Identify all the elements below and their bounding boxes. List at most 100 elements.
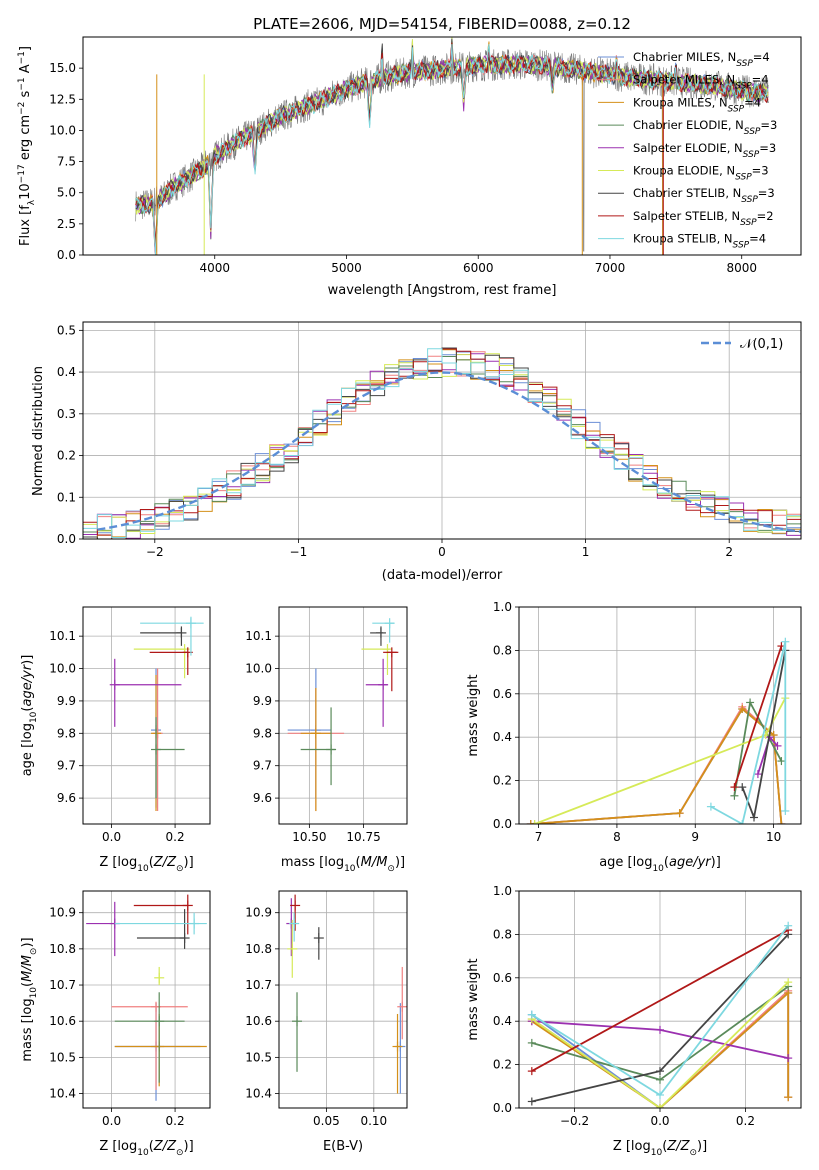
tick-label-y: 10.0 bbox=[245, 662, 272, 676]
panel-residuals: −2 −1 0 1 2 0.0 0.1 0.2 0.3 0.4 0.5 bbox=[57, 321, 802, 559]
tick-label-x: 0 bbox=[438, 545, 446, 559]
tick-label-x: 8000 bbox=[726, 261, 757, 275]
tick-label-y: 0.2 bbox=[493, 1058, 512, 1072]
x-axis-label: age [log10(age/yr)] bbox=[599, 855, 721, 874]
weight-series bbox=[531, 981, 789, 1108]
tick-label-y: 10.7 bbox=[245, 978, 272, 992]
histogram-series bbox=[83, 353, 801, 534]
tick-label-x: −2 bbox=[146, 545, 164, 559]
tick-label-y: 0.4 bbox=[57, 365, 76, 379]
tick-label-y: 0.0 bbox=[57, 248, 76, 262]
tick-label-y: 7.5 bbox=[57, 155, 76, 169]
axes-frame bbox=[82, 890, 211, 1109]
panel-age_vs_mass: 10.50 10.75 9.6 9.7 9.8 9.9 10.0 10.1 bbox=[245, 606, 408, 844]
plot-area bbox=[135, 37, 769, 255]
tick-label-x: 0.0 bbox=[650, 1114, 669, 1128]
plot-area bbox=[83, 347, 801, 539]
tick-label-x: 6000 bbox=[463, 261, 494, 275]
tick-label-y: 0.2 bbox=[57, 449, 76, 463]
tick-label-y: 2.5 bbox=[57, 217, 76, 231]
x-axis-label: E(B-V) bbox=[323, 1139, 363, 1154]
legend-entry: Chabrier ELODIE, NSSP=3 bbox=[633, 118, 777, 137]
axes-frame bbox=[278, 606, 408, 825]
tick-label-x: 0.2 bbox=[166, 830, 185, 844]
plot-area bbox=[287, 618, 399, 812]
weight-series bbox=[530, 707, 783, 824]
weight-series bbox=[530, 707, 783, 824]
axes-frame bbox=[518, 890, 802, 1109]
axes-frame bbox=[82, 606, 211, 825]
legend-entry: Kroupa MILES, NSSP=4 bbox=[633, 95, 761, 114]
tick-label-y: 1.0 bbox=[493, 884, 512, 898]
legend-entry: Kroupa STELIB, NSSP=4 bbox=[633, 232, 766, 251]
legend-entry: Salpeter MILES, NSSP=4 bbox=[633, 73, 769, 92]
tick-label-y: 10.9 bbox=[245, 906, 272, 920]
tick-label-y: 12.5 bbox=[49, 92, 76, 106]
tick-label-y: 1.0 bbox=[493, 600, 512, 614]
tick-label-y: 10.7 bbox=[49, 978, 76, 992]
legend-entry: Chabrier STELIB, NSSP=3 bbox=[633, 186, 775, 205]
tick-label-x: 0.2 bbox=[166, 1114, 185, 1128]
panel-weight_vs_age: 7 8 9 10 0.0 0.2 0.4 0.6 0.8 1.0 bbox=[493, 600, 802, 844]
histogram-series bbox=[83, 348, 801, 538]
tick-label-y: 9.6 bbox=[57, 791, 76, 805]
x-axis-label: wavelength [Angstrom, rest frame] bbox=[328, 283, 557, 298]
tick-label-y: 0.6 bbox=[493, 687, 512, 701]
tick-label-y: 9.9 bbox=[57, 694, 76, 708]
legend-entry-gauss: 𝒩(0,1) bbox=[740, 337, 783, 352]
weight-series bbox=[531, 929, 789, 1072]
tick-label-y: 9.7 bbox=[253, 759, 272, 773]
legend-entry: Chabrier MILES, NSSP=4 bbox=[633, 50, 770, 69]
x-axis-label: Z [log10(Z/Z⊙)] bbox=[99, 855, 193, 874]
tick-label-x: 4000 bbox=[199, 261, 230, 275]
tick-label-x: 10.50 bbox=[292, 830, 326, 844]
tick-label-y: 0.2 bbox=[493, 774, 512, 788]
tick-label-y: 10.8 bbox=[245, 942, 272, 956]
weight-series bbox=[530, 705, 783, 824]
plot-area bbox=[526, 637, 790, 824]
x-axis-label: (data-model)/error bbox=[382, 568, 503, 583]
tick-label-y: 15.0 bbox=[49, 61, 76, 75]
tick-label-y: 0.0 bbox=[57, 532, 76, 546]
gaussian-curve bbox=[97, 371, 801, 533]
y-axis-label: Normed distribution bbox=[31, 366, 46, 496]
axes-frame bbox=[278, 890, 408, 1109]
tick-label-x: 0.0 bbox=[102, 830, 121, 844]
tick-label-x: 2 bbox=[725, 545, 733, 559]
plot-area bbox=[109, 616, 204, 812]
tick-label-y: 9.6 bbox=[253, 791, 272, 805]
tick-label-y: 10.6 bbox=[49, 1014, 76, 1028]
plot-area bbox=[86, 894, 207, 1101]
weight-series bbox=[733, 645, 783, 788]
tick-label-y: 5.0 bbox=[57, 186, 76, 200]
tick-label-x: 7000 bbox=[595, 261, 626, 275]
weight-series bbox=[710, 641, 787, 824]
tick-label-y: 10.0 bbox=[49, 123, 76, 137]
tick-label-y: 0.0 bbox=[493, 1101, 512, 1115]
tick-label-x: −1 bbox=[290, 545, 308, 559]
axes-frame bbox=[82, 321, 802, 540]
tick-label-y: 10.1 bbox=[49, 629, 76, 643]
x-axis-label: Z [log10(Z/Z⊙)] bbox=[99, 1139, 193, 1158]
tick-label-y: 10.4 bbox=[49, 1087, 76, 1101]
tick-label-x: 0.10 bbox=[360, 1114, 387, 1128]
tick-label-y: 10.5 bbox=[245, 1050, 272, 1064]
axes-frame bbox=[518, 606, 802, 825]
tick-label-x: 10 bbox=[766, 830, 781, 844]
tick-label-x: 0.2 bbox=[736, 1114, 755, 1128]
tick-label-y: 0.1 bbox=[57, 490, 76, 504]
tick-label-y: 0.6 bbox=[493, 971, 512, 985]
tick-label-y: 0.3 bbox=[57, 407, 76, 421]
legend: Chabrier MILES, NSSP=4 Salpeter MILES, NS… bbox=[598, 50, 777, 251]
axes-frame bbox=[82, 36, 802, 256]
y-axis-label: Flux [fλ10−17 erg cm−2 s−1 A−1] bbox=[17, 46, 37, 246]
x-axis-label: Z [log10(Z/Z⊙)] bbox=[613, 1139, 707, 1158]
tick-label-y: 10.0 bbox=[49, 662, 76, 676]
y-axis-label: mass weight bbox=[466, 958, 481, 1040]
plot-area bbox=[527, 921, 793, 1108]
tick-label-x: 9 bbox=[691, 830, 699, 844]
tick-label-y: 0.4 bbox=[493, 1014, 512, 1028]
tick-label-y: 0.0 bbox=[493, 817, 512, 831]
tick-label-y: 0.8 bbox=[493, 643, 512, 657]
tick-label-y: 9.7 bbox=[57, 759, 76, 773]
